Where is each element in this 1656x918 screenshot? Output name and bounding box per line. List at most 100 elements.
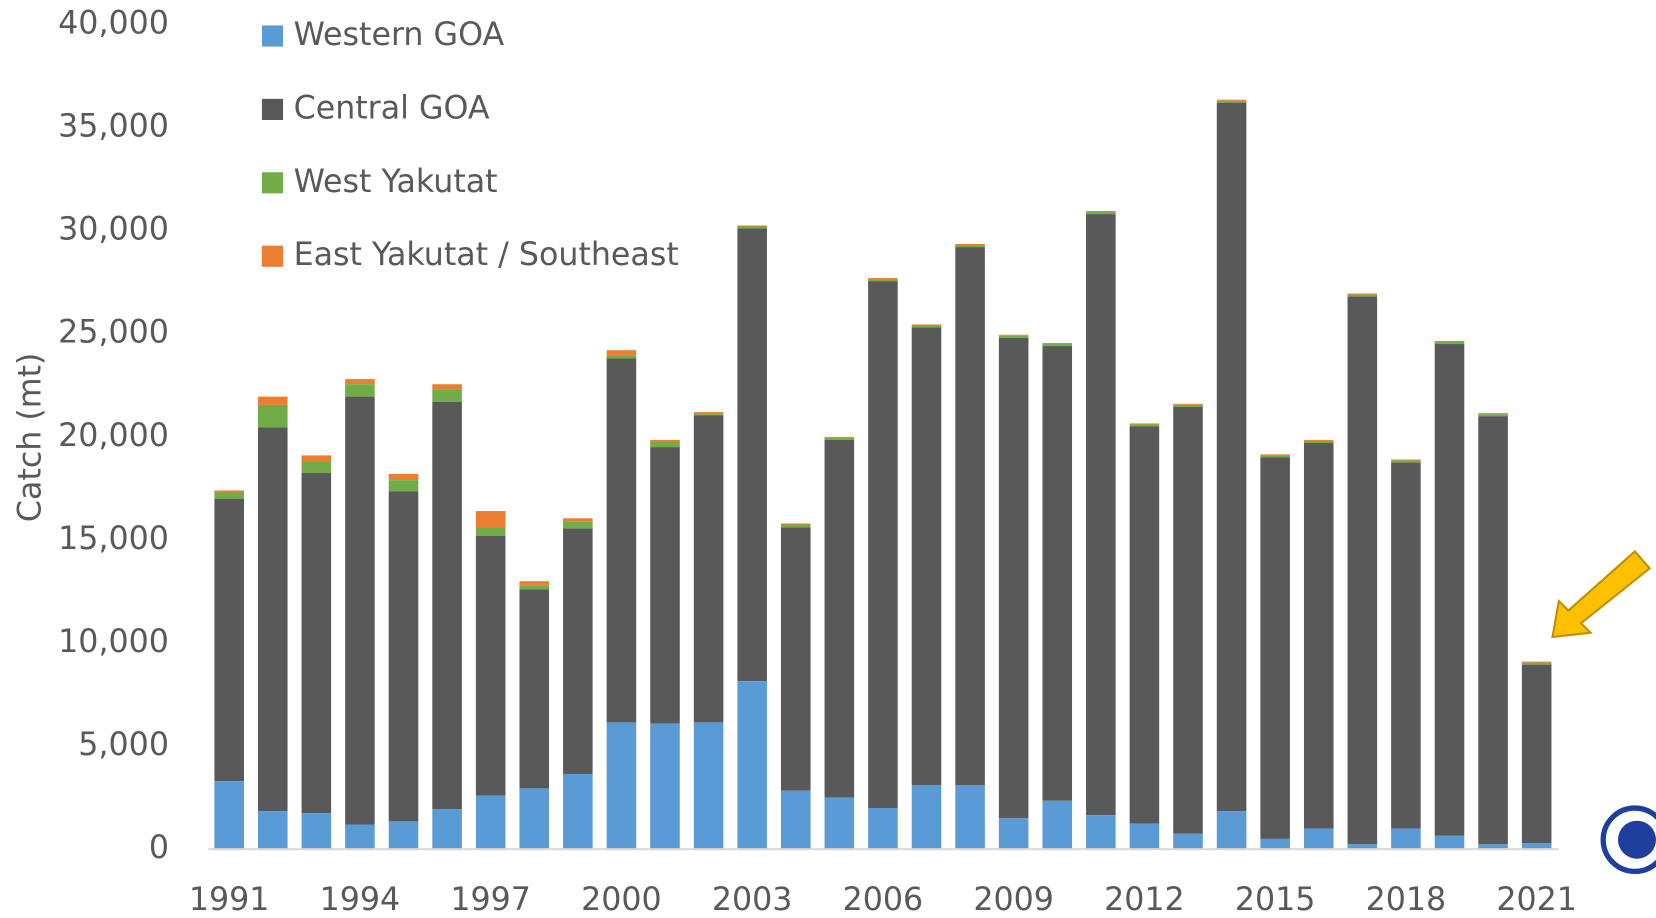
bar-segment	[1173, 406, 1203, 834]
bar-segment	[519, 589, 550, 789]
bar-segment	[737, 681, 767, 850]
legend-label: Western GOA	[294, 17, 505, 53]
bar-segment	[563, 773, 593, 850]
bar-segment	[824, 437, 855, 440]
bar-segment	[257, 427, 288, 812]
bar-segment	[693, 722, 724, 850]
bar-segment	[911, 785, 942, 850]
bar-segment	[214, 490, 244, 493]
bar-segment	[911, 325, 942, 328]
bar-segment	[388, 473, 419, 481]
arrow	[1551, 549, 1652, 639]
bar-segment	[1042, 344, 1073, 347]
bar-segment	[1260, 455, 1290, 458]
bar-segment	[868, 278, 898, 280]
bar-segment	[650, 447, 680, 724]
bar-segment	[780, 790, 811, 850]
bar-segment	[780, 523, 811, 525]
bar-segment	[1347, 844, 1378, 850]
bar-segment	[475, 527, 506, 536]
bar-segment	[1521, 843, 1552, 850]
y-tick-label: 10,000	[58, 624, 169, 660]
bar-segment	[1303, 443, 1334, 829]
bar-segment	[824, 797, 855, 850]
bar-segment	[1260, 457, 1290, 839]
y-tick-label: 5,000	[78, 727, 169, 763]
legend-swatch	[261, 25, 284, 47]
logo-mark	[1617, 820, 1656, 859]
bar-segment	[214, 492, 244, 499]
bar-segment	[693, 415, 724, 723]
bar-segment	[1129, 426, 1160, 824]
bar-segment	[214, 781, 244, 850]
x-tick-label: 2015	[1235, 882, 1316, 918]
bar-segment	[693, 412, 724, 415]
bar-segment	[1173, 833, 1203, 850]
bar-segment	[955, 244, 985, 246]
bar-segment	[1303, 440, 1334, 444]
bar-segment	[301, 455, 332, 462]
bar-segment	[737, 226, 767, 229]
bar-segment	[737, 225, 767, 227]
legend-label: Central GOA	[294, 90, 490, 126]
bar-segment	[257, 396, 288, 405]
y-tick-label: 20,000	[58, 418, 169, 454]
bar-segment	[1478, 416, 1508, 845]
bar-segment	[257, 404, 288, 428]
bar-segment	[214, 498, 244, 782]
bar-segment	[475, 535, 506, 796]
bar-segment	[1391, 459, 1421, 461]
bar-segment	[1521, 661, 1552, 663]
bar-segment	[345, 396, 375, 825]
bar-segment	[650, 723, 680, 850]
bar-segment	[563, 518, 593, 522]
bar-segment	[780, 524, 811, 528]
bar-segment	[432, 401, 462, 810]
bar-segment	[737, 228, 767, 682]
bar-segment	[1347, 296, 1378, 845]
bar-segment	[998, 337, 1029, 819]
bar-segment	[388, 821, 419, 850]
bar-segment	[1129, 424, 1160, 427]
bar-segment	[1042, 800, 1073, 850]
bar-segment	[1042, 342, 1073, 345]
bar-segment	[606, 355, 637, 359]
bar-segment	[1434, 835, 1465, 850]
bar-segment	[650, 441, 680, 448]
bar-segment	[345, 824, 375, 850]
bar-segment	[388, 480, 419, 492]
bar-segment	[1347, 294, 1378, 297]
bar-segment	[301, 813, 332, 850]
bar-segment	[1521, 664, 1552, 844]
bar-segment	[824, 436, 855, 438]
bar-segment	[911, 327, 942, 786]
bar-segment	[606, 358, 637, 723]
bar-segment	[606, 722, 637, 850]
x-tick-label: 2000	[581, 882, 662, 918]
bar-segment	[1086, 212, 1116, 215]
bar-segment	[998, 334, 1029, 336]
bar-segment	[257, 811, 288, 850]
bar-segment	[563, 521, 593, 529]
x-tick-label: 1994	[320, 882, 401, 918]
bar-segment	[563, 528, 593, 774]
bar-segment	[1260, 454, 1290, 456]
bar-segment	[475, 511, 506, 528]
bar-segment	[301, 472, 332, 814]
bar-segment	[650, 439, 680, 442]
bar-segment	[693, 414, 724, 416]
bar-segment	[955, 245, 985, 248]
bar-segment	[1086, 815, 1116, 850]
bar-segment	[1391, 828, 1421, 850]
x-tick-label: 2006	[843, 882, 924, 918]
bar-segment	[998, 335, 1029, 338]
bar-segment	[388, 491, 419, 822]
bar-segment	[1129, 823, 1160, 850]
bar-segment	[955, 247, 985, 786]
bar-segment	[1478, 413, 1508, 415]
y-tick-label: 40,000	[58, 5, 169, 41]
legend-label: West Yakutat	[294, 164, 498, 200]
bar-segment	[1303, 828, 1334, 850]
y-tick-label: 0	[149, 830, 169, 866]
bar-segment	[1216, 100, 1247, 103]
